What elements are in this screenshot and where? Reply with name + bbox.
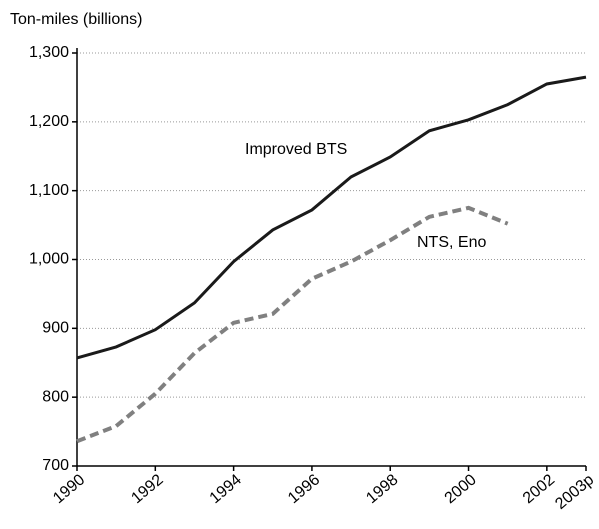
x-tick-label: 1994: [207, 471, 245, 507]
x-tick-label: 1990: [50, 471, 88, 507]
y-tick-label: 700: [42, 457, 69, 474]
x-tick-label: 1996: [285, 471, 323, 507]
series-label: Improved BTS: [245, 141, 347, 158]
x-tick-label: 1992: [128, 471, 166, 507]
y-tick-label: 1,200: [29, 113, 69, 130]
series-label: NTS, Eno: [417, 234, 486, 251]
x-tick-label: 2003p: [552, 471, 597, 513]
x-tick-label: 1998: [363, 471, 401, 507]
series-line: [76, 75, 587, 360]
y-axis-label: Ton-miles (billions): [10, 11, 142, 28]
x-tick-label: 2002: [520, 471, 558, 507]
x-tick-label: 2000: [442, 471, 480, 507]
y-tick-label: 800: [42, 388, 69, 405]
y-tick-label: 1,100: [29, 182, 69, 199]
y-tick-label: 1,000: [29, 251, 69, 268]
series-line: [76, 205, 509, 444]
y-tick-label: 1,300: [29, 44, 69, 61]
y-tick-label: 900: [42, 320, 69, 337]
